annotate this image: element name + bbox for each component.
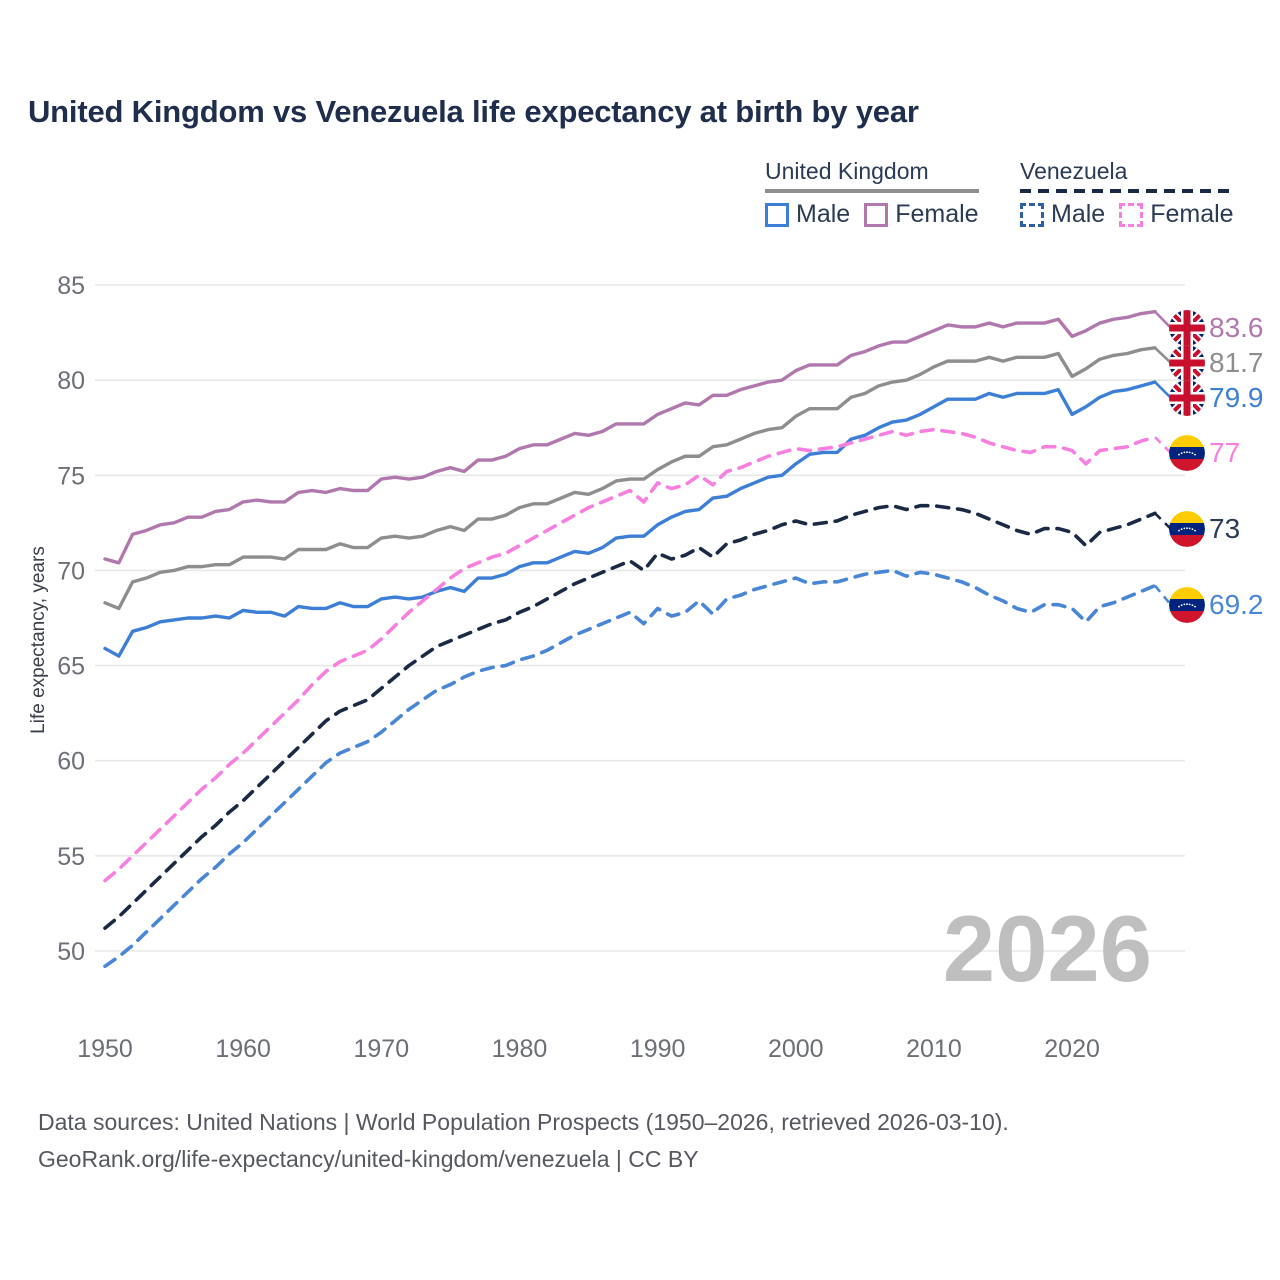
svg-text:55: 55 [57,843,85,871]
svg-text:50: 50 [57,938,85,966]
venezuela-flag-icon [1169,511,1205,547]
end-label-value: 79.9 [1209,382,1264,413]
legend-item-uk-female[interactable]: Female [864,200,979,229]
end-label: 83.6 [1169,310,1264,346]
end-label: 73 [1169,511,1240,547]
end-label-connector [1154,512,1172,530]
legend-label-uk-female: Female [895,200,979,228]
end-label-connector [1153,584,1173,606]
series-line [103,568,1157,969]
svg-text:65: 65 [57,653,85,681]
chart-legend: United Kingdom Male Female Venezuela Mal [760,158,1260,238]
end-label-connector [1154,346,1172,364]
series-lines [103,309,1157,969]
footer-url-license: GeoRank.org/life-expectancy/united-kingd… [38,1146,699,1173]
year-watermark: 2026 [942,896,1152,1001]
svg-text:1950: 1950 [77,1035,133,1063]
series-line [103,503,1157,930]
legend-group-rule-dashed [1020,189,1234,193]
end-label-value: 81.7 [1209,347,1264,378]
legend-label-ve-female: Female [1150,200,1234,228]
svg-text:1980: 1980 [492,1035,548,1063]
united-kingdom-flag-icon [1169,380,1205,416]
end-label-value: 77 [1209,437,1241,468]
svg-text:80: 80 [57,367,85,395]
legend-swatch-uk-female [864,202,889,227]
end-label-connector [1154,381,1172,399]
venezuela-flag-icon [1169,587,1205,623]
end-label-connector [1154,436,1172,454]
x-axis-tick-labels: 1950 1960 1970 1980 1990 2000 2010 2020 [77,1035,1100,1063]
svg-text:60: 60 [57,748,85,776]
footer-attribution: Data sources: United Nations | World Pop… [38,1104,1009,1179]
legend-group-title: Venezuela [1020,158,1128,184]
svg-text:1970: 1970 [354,1035,410,1063]
series-line [103,346,1157,611]
svg-text:70: 70 [57,557,85,585]
svg-text:85: 85 [57,272,85,300]
legend-group-united-kingdom: United Kingdom Male Female [765,158,979,229]
gridlines [95,284,1185,952]
svg-text:1960: 1960 [215,1035,271,1063]
end-label-connectors [1153,310,1173,606]
end-label: 77 [1169,435,1240,471]
svg-text:1990: 1990 [630,1035,686,1063]
legend-group-rule-solid [765,189,979,193]
united-kingdom-flag-icon [1169,310,1205,346]
series-line [103,380,1157,658]
legend-group-title: United Kingdom [765,158,929,184]
series-line [103,309,1157,565]
y-axis-title: Life expectancy, years [28,546,49,734]
y-axis-tick-labels: 50 55 60 65 70 75 80 85 [57,272,85,966]
legend-group-venezuela: Venezuela Male Female [1020,158,1234,229]
legend-swatch-ve-male [1020,202,1044,227]
end-label-connector [1154,310,1172,329]
end-label-value: 73 [1209,513,1241,544]
svg-text:2020: 2020 [1044,1035,1100,1063]
end-label: 69.2 [1169,587,1264,623]
end-label-value: 69.2 [1209,589,1264,620]
end-label: 81.7 [1169,345,1264,381]
page-title: United Kingdom vs Venezuela life expecta… [28,94,919,129]
svg-text:75: 75 [57,462,85,490]
venezuela-flag-icon [1169,435,1205,471]
legend-swatch-uk-male [765,202,789,227]
legend-label-ve-male: Male [1051,200,1106,228]
end-label: 79.9 [1169,380,1264,416]
series-line [103,427,1157,883]
legend-item-ve-male[interactable]: Male [1020,200,1105,229]
footer-data-sources: Data sources: United Nations | World Pop… [38,1109,1009,1135]
legend-item-ve-female[interactable]: Female [1119,200,1234,229]
legend-label-uk-male: Male [796,200,851,228]
legend-item-uk-male[interactable]: Male [765,200,850,229]
svg-text:2000: 2000 [768,1035,824,1063]
united-kingdom-flag-icon [1169,345,1205,381]
legend-swatch-ve-female [1119,202,1144,227]
end-label-value: 83.6 [1209,312,1264,343]
svg-text:2010: 2010 [906,1035,962,1063]
